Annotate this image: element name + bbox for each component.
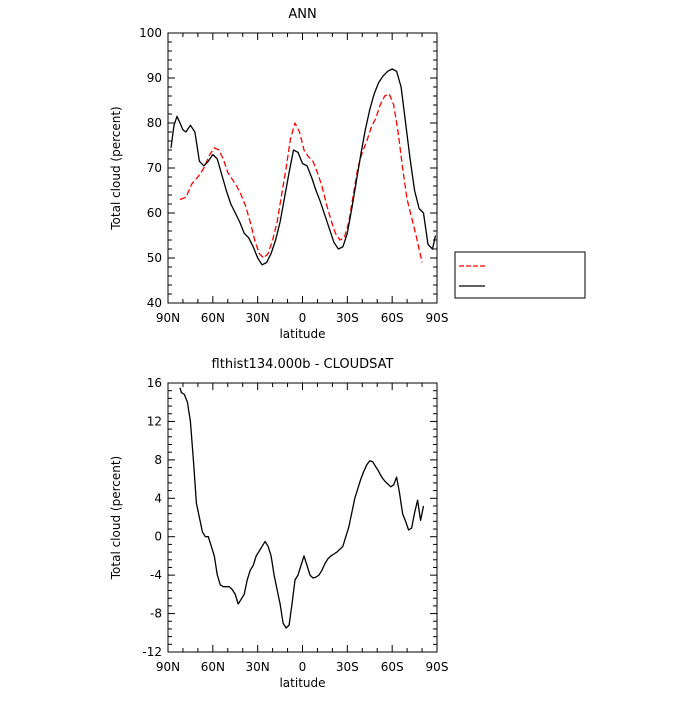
series-line-1 (179, 387, 425, 629)
series-line-cloudsat (179, 93, 423, 263)
x-axis-label: latitude (279, 327, 325, 341)
plot-frame (167, 382, 438, 653)
y-tick-label: 80 (147, 116, 162, 130)
x-tick-label: 60N (201, 660, 225, 674)
x-tick-label: 60S (381, 311, 404, 325)
y-tick-label: 90 (147, 71, 162, 85)
x-tick-label: 30N (246, 311, 270, 325)
x-tick-label: 0 (299, 660, 307, 674)
y-tick-label: -4 (150, 568, 162, 582)
x-tick-label: 30S (336, 311, 359, 325)
y-tick-label: -12 (142, 645, 162, 659)
y-tick-label: 8 (154, 453, 162, 467)
y-tick-label: 50 (147, 251, 162, 265)
y-tick-label: 70 (147, 161, 162, 175)
x-axis-label: latitude (279, 676, 325, 690)
x-tick-label: 60N (201, 311, 225, 325)
x-tick-label: 90N (156, 311, 180, 325)
y-tick-label: 40 (147, 296, 162, 310)
y-tick-label: 16 (147, 376, 162, 390)
y-tick-label: 60 (147, 206, 162, 220)
x-tick-label: 90S (426, 311, 449, 325)
y-tick-label: 0 (154, 530, 162, 544)
x-tick-label: 60S (381, 660, 404, 674)
chart-panel-2: flthist134.000b - CLOUDSAT 90N 60N 30N 0 30S 6… (109, 357, 448, 690)
y-tick-label: 12 (147, 414, 162, 428)
y-tick-label: 100 (139, 26, 162, 40)
y-axis-label: Total cloud (percent) (109, 106, 123, 230)
y-tick-label: -8 (150, 607, 162, 621)
y-axis-label: Total cloud (percent) (109, 456, 123, 580)
x-tick-label: 30S (336, 660, 359, 674)
x-tick-label: 0 (299, 311, 307, 325)
x-tick-label: 90S (426, 660, 449, 674)
chart-title: ANN (288, 7, 316, 22)
x-tick-label: 90N (156, 660, 180, 674)
chart-title: flthist134.000b - CLOUDSAT (212, 357, 394, 372)
legend-box (454, 251, 586, 299)
series-line-flthist134-000b (170, 68, 437, 266)
x-tick-label: 30N (246, 660, 270, 674)
y-tick-label: 4 (154, 491, 162, 505)
